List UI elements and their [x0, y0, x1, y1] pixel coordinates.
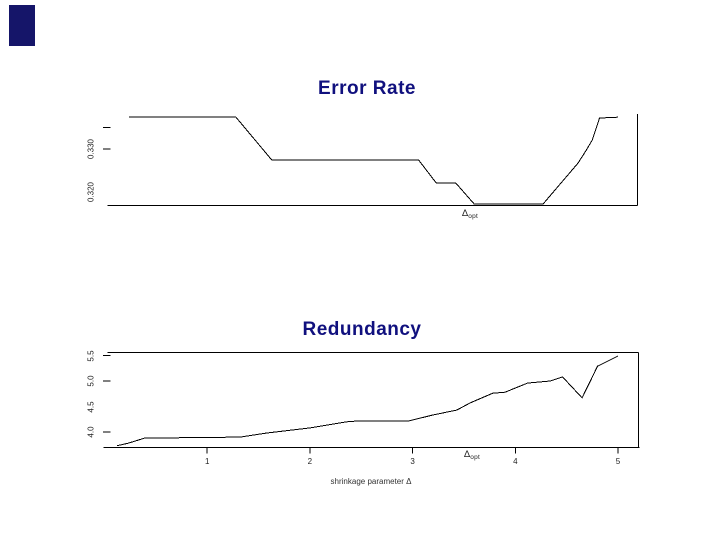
y-tick-label: 0.320: [86, 181, 95, 203]
y-tick-label: 4.5: [86, 400, 95, 413]
delta-subscript: opt: [468, 213, 479, 220]
delta-symbol: Δ: [461, 208, 469, 219]
x-tick-label: 3: [410, 457, 415, 466]
y-tick-label: 5.5: [86, 349, 95, 362]
x-tick-label: 2: [307, 457, 313, 466]
x-tick-label: 1: [204, 457, 210, 466]
y-tick-label: 5.0: [86, 375, 95, 387]
x-axis-label: shrinkage parameter Δ: [330, 477, 412, 486]
chart-title-error-rate: Error Rate: [318, 78, 416, 99]
delta-subscript: opt: [470, 454, 481, 461]
y-tick-label: 4.0: [86, 426, 95, 438]
error-rate-series-line: [129, 116, 619, 205]
x-tick-label: 4: [513, 457, 518, 466]
error-rate-plot: [103, 114, 638, 206]
x-tick-label: 5: [615, 457, 621, 466]
chart-title-redundancy: Redundancy: [302, 319, 422, 340]
corner-decoration-block: [9, 5, 35, 46]
y-tick-label: 0.330: [86, 138, 95, 160]
redundancy-series-line: [116, 355, 619, 447]
delta-opt-marker-redundancy: Δopt: [464, 449, 480, 461]
redundancy-plot: [103, 352, 640, 454]
delta-opt-marker-error-rate: Δopt: [462, 208, 478, 220]
delta-symbol: Δ: [463, 449, 471, 460]
